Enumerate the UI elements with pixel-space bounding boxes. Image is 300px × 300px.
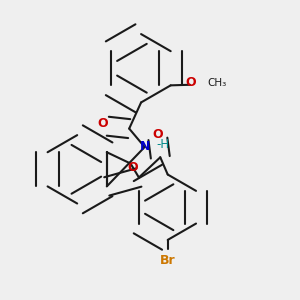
Text: O: O: [152, 128, 163, 141]
Text: Br: Br: [160, 254, 176, 267]
Text: -H: -H: [156, 138, 169, 151]
Text: O: O: [185, 76, 196, 89]
Text: O: O: [127, 161, 138, 174]
Text: O: O: [97, 117, 108, 130]
Text: N: N: [140, 140, 150, 153]
Text: CH₃: CH₃: [207, 78, 226, 88]
